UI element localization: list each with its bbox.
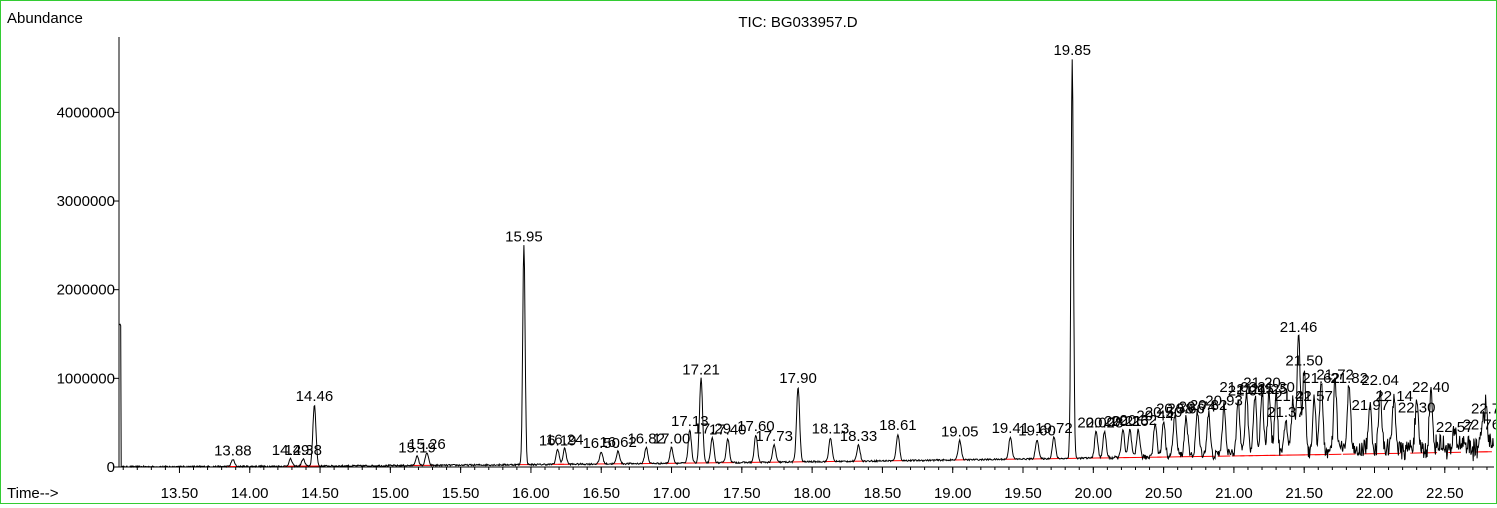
peak-label: 18.33 xyxy=(840,428,878,445)
x-tick-label: 16.50 xyxy=(582,485,620,502)
peak-label: 22.04 xyxy=(1361,372,1399,389)
x-tick-label: 17.00 xyxy=(653,485,691,502)
peak-label: 15.95 xyxy=(505,228,543,245)
x-tick-label: 15.00 xyxy=(372,485,410,502)
y-tick-label: 0 xyxy=(107,459,115,476)
x-tick-label: 21.50 xyxy=(1285,485,1323,502)
peak-label: 14.38 xyxy=(284,442,322,459)
peak-label: 21.37 xyxy=(1267,404,1305,421)
y-tick-label: 1000000 xyxy=(57,370,115,387)
peak-label: 19.85 xyxy=(1053,42,1091,59)
x-tick-label: 18.50 xyxy=(864,485,902,502)
x-tick-label: 15.50 xyxy=(442,485,480,502)
x-tick-label: 18.00 xyxy=(793,485,831,502)
peak-label: 17.90 xyxy=(779,370,817,387)
peak-label: 14.46 xyxy=(296,388,334,405)
peak-label: 17.21 xyxy=(682,361,720,378)
peak-label: 21.57 xyxy=(1295,388,1333,405)
x-tick-label: 20.50 xyxy=(1145,485,1183,502)
y-axis-label: Abundance xyxy=(7,10,83,27)
x-tick-label: 19.50 xyxy=(1004,485,1042,502)
x-tick-label: 13.50 xyxy=(161,485,199,502)
peak-label: 15.26 xyxy=(408,436,446,453)
y-tick-label: 4000000 xyxy=(57,104,115,121)
peak-label: 19.72 xyxy=(1035,420,1073,437)
peak-label: 18.61 xyxy=(879,417,917,434)
y-tick-label: 2000000 xyxy=(57,282,115,299)
peak-label: 22.40 xyxy=(1412,379,1450,396)
peak-label: 16.24 xyxy=(546,431,584,448)
peak-label: 17.73 xyxy=(755,428,793,445)
x-tick-label: 20.00 xyxy=(1075,485,1113,502)
peak-label: 22.30 xyxy=(1398,399,1436,416)
x-tick-label: 22.50 xyxy=(1426,485,1464,502)
peak-label: 22.7 xyxy=(1471,400,1496,417)
x-tick-label: 21.00 xyxy=(1215,485,1253,502)
peak-label: 13.88 xyxy=(214,442,252,459)
peak-label: 22.76 xyxy=(1463,416,1496,433)
x-axis-label: Time--> xyxy=(7,485,59,502)
x-tick-label: 17.50 xyxy=(723,485,761,502)
peak-label: 21.46 xyxy=(1280,319,1318,336)
peak-label: 17.00 xyxy=(653,430,691,447)
peak-label: 19.05 xyxy=(941,423,979,440)
x-tick-label: 22.00 xyxy=(1356,485,1394,502)
x-tick-label: 14.00 xyxy=(231,485,269,502)
x-tick-label: 19.00 xyxy=(934,485,972,502)
chart-title: TIC: BG033957.D xyxy=(738,14,857,31)
x-tick-label: 14.50 xyxy=(301,485,339,502)
y-tick-label: 3000000 xyxy=(57,193,115,210)
x-tick-label: 16.00 xyxy=(512,485,550,502)
